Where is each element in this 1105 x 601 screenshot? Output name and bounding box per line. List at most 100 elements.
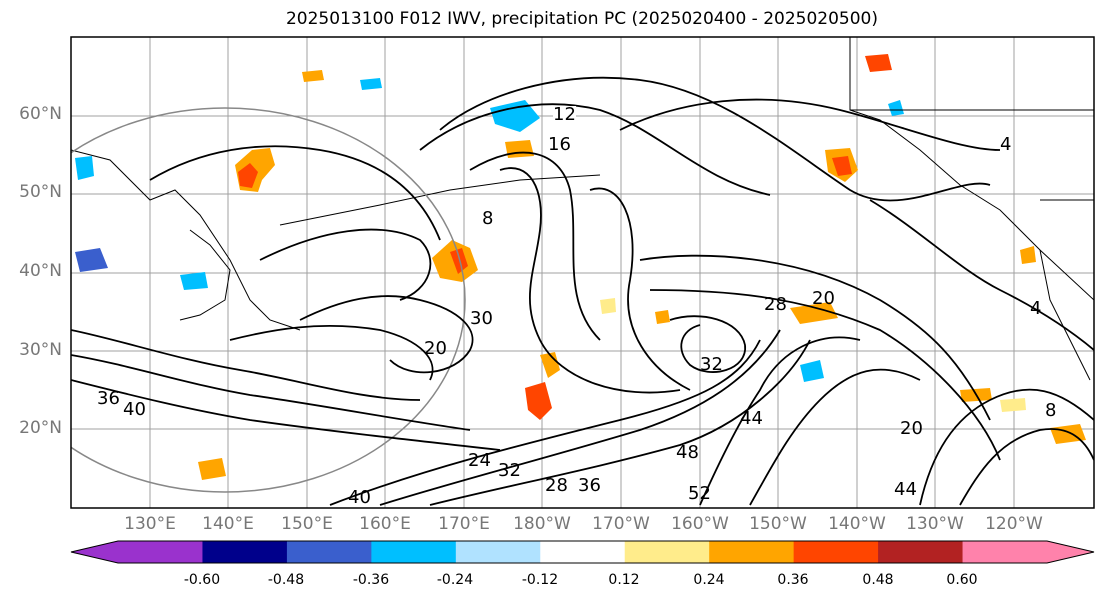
contour-label: 20 [900,418,923,439]
precip-patch [505,140,534,158]
iwv-contour [499,167,681,394]
contour-label: 40 [123,399,146,420]
colorbar-outline [70,540,1095,564]
contour-label: 8 [1045,400,1057,421]
colorbar-tick-label: -0.24 [436,572,474,588]
precip-patch [525,382,552,420]
colorbar-segment [540,541,626,563]
colorbar-extend-max [1047,541,1094,563]
iwv-contour [669,315,746,373]
precip-patch [832,156,852,176]
precip-patch [865,54,892,72]
colorbar-segment [793,541,879,563]
colorbar-tick-label: 0.24 [693,572,725,588]
contour-label: 32 [700,354,723,375]
iwv-contour [649,289,1001,461]
iwv-contour [639,254,991,421]
precip-patch [1020,246,1036,264]
colorbar-segment [371,541,457,563]
colorbar-segment [202,541,288,563]
contour-label: 8 [482,208,494,229]
colorbar-segment [624,541,710,563]
colorbar-tick-label: 0.36 [777,572,809,588]
longitude-label: 120°W [985,514,1043,534]
colorbar-tick-label: -0.48 [267,572,305,588]
contour-label: 12 [553,104,576,125]
contour-label: 32 [498,460,521,481]
north-america-coastline [1039,249,1091,381]
precip-patch [238,163,258,188]
precip-patch [540,352,560,378]
contour-label: 4 [1030,298,1042,319]
iwv-contour [429,339,811,506]
precip-patch [450,248,468,274]
longitude-label: 170°E [438,514,490,534]
longitude-label: 170°W [592,514,650,534]
contour-label: 20 [812,288,835,309]
colorbar-tick-label: -0.36 [352,572,390,588]
iwv-contour [419,103,771,196]
colorbar-tick-label: 0.60 [946,572,978,588]
precip-patch [490,100,540,132]
map-frame [70,36,1095,509]
contour-label: 44 [894,479,917,500]
longitude-label: 180°W [513,514,571,534]
iwv-contour [619,98,1001,151]
precip-patch [75,248,108,272]
precip-patch [360,78,382,90]
graticule [71,37,1094,508]
japan-coastline [179,229,231,321]
contour-label: 24 [468,450,491,471]
iwv-contour [959,428,1094,506]
iwv-contour [379,329,781,506]
colorbar-segment [286,541,372,563]
precip-patch [198,458,226,480]
alaska-coastline [849,37,1094,301]
precip-patch [302,70,324,82]
iwv-contour [149,145,441,241]
longitude-label: 160°W [671,514,729,534]
contour-label: 36 [97,388,120,409]
latitude-label-30n: 30°N [19,340,62,360]
iwv-contour [71,354,471,431]
contour-label: 16 [548,134,571,155]
contour-label: 28 [545,475,568,496]
iwv-contour [329,339,761,506]
longitude-label: 150°E [281,514,333,534]
latitude-label-40n: 40°N [19,261,62,281]
contour-label: 4 [1000,134,1012,155]
asia-coastline [71,149,301,331]
iwv-contour [469,151,601,341]
iwv-contour [919,388,1094,506]
longitude-label: 140°W [828,514,886,534]
colorbar-segment [455,541,541,563]
colorbar-extend-min [71,541,118,563]
colorbar-segment [709,541,795,563]
iwv-contour [259,228,432,301]
colorbar-tick-label: -0.12 [521,572,559,588]
great-circle-outline [71,107,466,493]
map-title: 2025013100 F012 IWV, precipitation PC (2… [285,9,878,29]
iwv-contour [589,187,691,391]
contour-label: 52 [688,483,711,504]
contour-label: 20 [424,338,447,359]
longitude-label: 150°W [749,514,807,534]
iwv-contour [71,329,421,401]
latitude-label-20n: 20°N [19,418,62,438]
precip-patch [655,310,670,324]
precip-patch [1000,398,1026,412]
colorbar-tick-label: 0.48 [862,572,894,588]
contour-label: 48 [676,442,699,463]
colorbar-tick-label: -0.60 [183,572,221,588]
precip-patch [888,100,904,116]
colorbar-tick-label: 0.12 [608,572,640,588]
precip-patch [600,298,616,314]
precip-patch [800,360,824,382]
contour-label: 30 [470,308,493,329]
precip-patch [75,156,94,180]
iwv-contour [229,324,434,381]
contour-label: 44 [740,408,763,429]
longitude-label: 130°E [124,514,176,534]
contour-label: 28 [764,294,787,315]
